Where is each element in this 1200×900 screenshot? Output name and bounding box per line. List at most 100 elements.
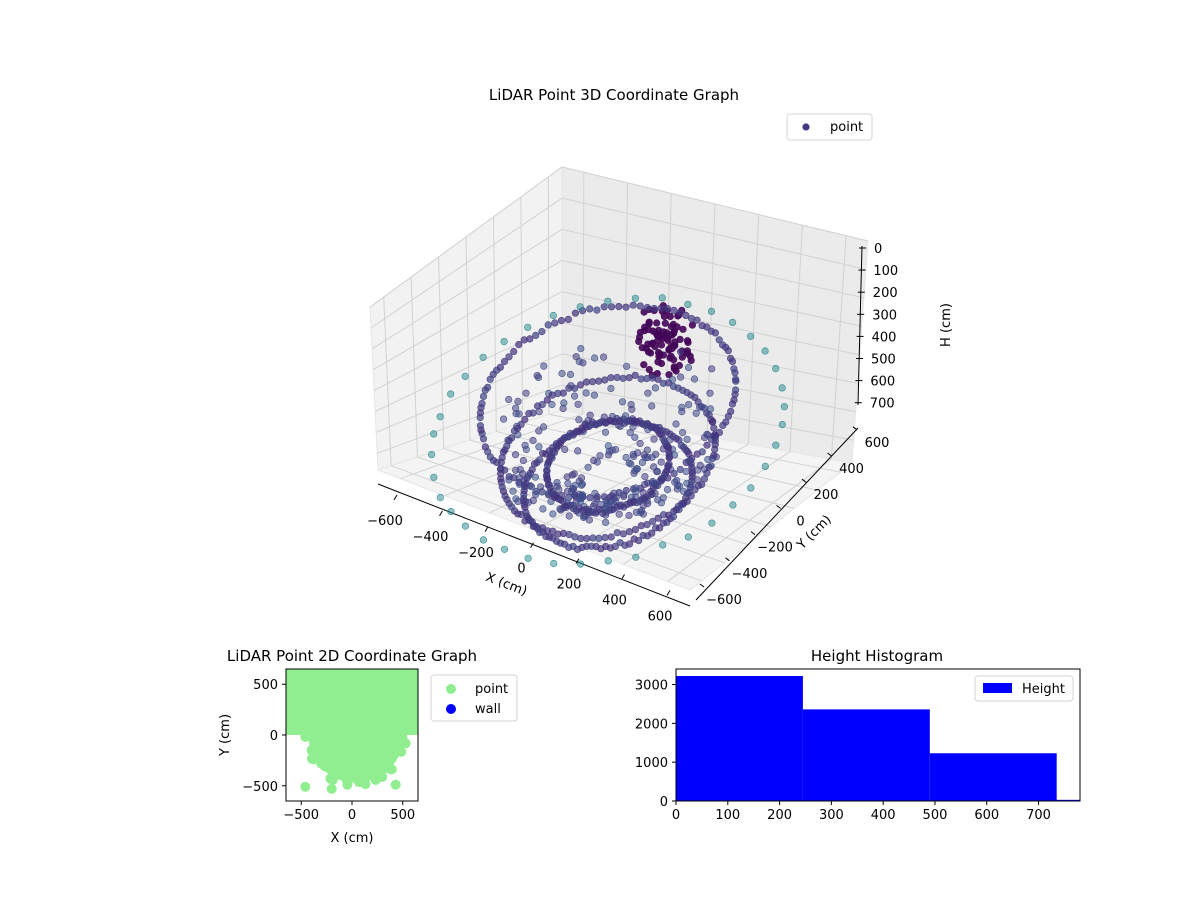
- data-point: [651, 423, 660, 431]
- data-point: [675, 361, 684, 370]
- data-point: [564, 480, 572, 488]
- data-point: [620, 492, 628, 501]
- x-tick-label: −400: [413, 530, 449, 545]
- data-point: [343, 769, 354, 780]
- data-point: [649, 477, 657, 486]
- legend-2d: point wall: [430, 674, 518, 722]
- data-point: [593, 458, 601, 466]
- data-point: [566, 370, 575, 379]
- x-tick-label: 0: [672, 808, 680, 823]
- data-point: [369, 763, 380, 774]
- data-point: [654, 514, 662, 522]
- y-tick-label: −500: [242, 780, 278, 795]
- data-point: [650, 463, 658, 471]
- data-point: [611, 446, 620, 454]
- data-point: [718, 341, 727, 349]
- data-point: [390, 779, 401, 790]
- data-point: [505, 395, 513, 404]
- y-tick-label: 1000: [635, 756, 668, 771]
- h-tick-label: 100: [873, 264, 898, 279]
- data-point: [653, 319, 661, 327]
- data-point: [578, 480, 587, 488]
- x-tick-label: 200: [557, 578, 582, 593]
- data-point: [636, 439, 644, 448]
- data-point: [476, 422, 485, 430]
- data-point: [576, 381, 585, 389]
- data-point: [650, 435, 658, 443]
- data-point: [508, 434, 516, 442]
- data-point: [538, 401, 546, 409]
- data-point: [655, 524, 664, 532]
- data-point: [625, 511, 633, 520]
- data-point: [478, 399, 486, 408]
- x-tick-label: 300: [819, 808, 844, 823]
- data-point: [684, 363, 693, 372]
- data-point: [571, 309, 580, 317]
- data-point: [538, 328, 546, 336]
- data-point: [619, 530, 628, 538]
- data-point: [526, 335, 534, 343]
- data-point: [652, 450, 660, 458]
- data-point: [601, 518, 610, 527]
- data-point: [326, 783, 337, 794]
- data-point: [654, 375, 662, 383]
- ticks-2d: −500 0 500 −500 0 500: [242, 678, 415, 823]
- data-point: [631, 525, 640, 534]
- scatter-2d-plot: [286, 669, 418, 794]
- data-point: [648, 529, 656, 537]
- data-point: [515, 341, 523, 349]
- data-point: [663, 485, 672, 494]
- data-point: [559, 389, 567, 397]
- data-point: [531, 473, 540, 481]
- data-point: [564, 315, 573, 324]
- data-point: [626, 429, 634, 437]
- histogram-bar: [929, 753, 1057, 801]
- data-point: [329, 761, 340, 772]
- data-point: [584, 463, 592, 471]
- data-point: [679, 325, 687, 333]
- data-point: [631, 294, 640, 302]
- data-point: [698, 322, 706, 330]
- data-point: [651, 329, 660, 337]
- legend-label-wall: wall: [475, 702, 501, 717]
- legend-label-point: point: [475, 682, 508, 697]
- data-point: [671, 341, 679, 349]
- data-point: [447, 390, 455, 398]
- h-tick-label: 700: [870, 397, 895, 412]
- data-point: [532, 331, 540, 340]
- data-point: [661, 319, 669, 327]
- data-point: [430, 430, 438, 438]
- y-tick-label: −400: [732, 567, 768, 582]
- data-point: [544, 321, 552, 329]
- data-point: [511, 451, 520, 459]
- data-point: [586, 305, 594, 313]
- data-point: [683, 435, 691, 443]
- histogram-title: Height Histogram: [811, 647, 943, 665]
- data-point: [430, 473, 438, 481]
- data-point: [300, 731, 311, 742]
- data-point: [684, 533, 692, 541]
- x-tick-label: −200: [458, 546, 494, 561]
- data-point: [618, 398, 627, 406]
- h-tick-label: 200: [873, 286, 898, 301]
- data-point: [516, 466, 524, 474]
- data-point: [684, 300, 692, 309]
- x-tick-label: −600: [367, 514, 403, 529]
- y-tick-label: 2000: [635, 717, 668, 732]
- x-tick-label: 200: [767, 808, 792, 823]
- data-point: [728, 318, 737, 327]
- legend-label-point: point: [830, 120, 863, 135]
- data-point: [577, 345, 585, 353]
- data-point: [682, 311, 690, 320]
- x-tick-label: 400: [602, 594, 627, 609]
- data-point: [570, 392, 579, 400]
- data-point: [633, 465, 641, 473]
- h-tick-label: 500: [871, 353, 896, 368]
- data-point: [536, 483, 545, 491]
- data-point: [607, 374, 615, 382]
- data-point: [710, 451, 718, 460]
- data-point: [582, 389, 590, 397]
- data-point: [595, 534, 603, 543]
- data-point: [583, 534, 591, 543]
- legend-marker-height: [983, 683, 1012, 693]
